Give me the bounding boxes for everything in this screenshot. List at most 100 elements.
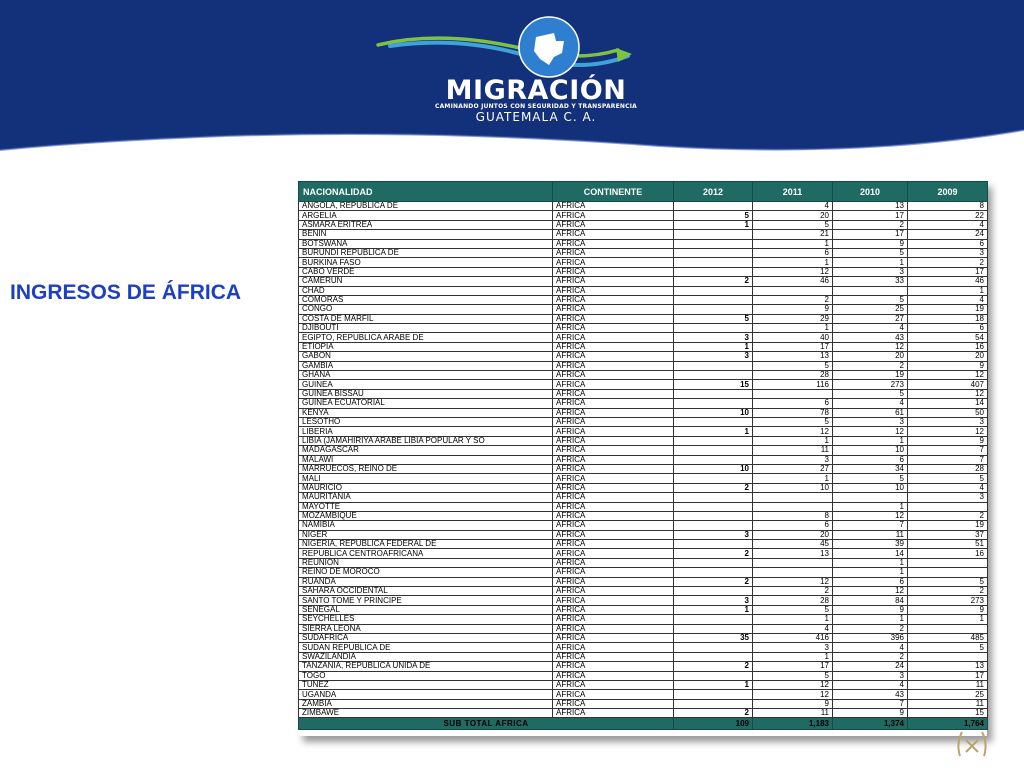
value-2010-cell: 19: [832, 370, 908, 381]
column-header-2011: 2011: [752, 181, 833, 202]
value-2010-cell: 25: [832, 304, 908, 315]
continent-cell: AFRICA: [552, 632, 674, 644]
continent-cell: AFRICA: [552, 492, 674, 503]
nationality-cell: ETIOPIA: [298, 341, 553, 353]
value-2011-cell: 9: [752, 304, 833, 315]
value-2012-cell: [673, 651, 753, 663]
value-2011-cell: 27: [752, 463, 833, 475]
value-2012-cell: 10: [673, 407, 753, 419]
value-2012-cell: [673, 642, 753, 653]
value-2012-cell: 2: [673, 276, 753, 287]
nationality-cell: SENEGAL: [298, 604, 553, 616]
nationality-cell: TUNEZ: [298, 679, 553, 691]
value-2011-cell: 17: [752, 341, 833, 353]
continent-cell: AFRICA: [552, 210, 674, 221]
value-2012-cell: [673, 360, 753, 372]
value-2009-cell: [907, 501, 988, 512]
value-2009-cell: 7: [907, 454, 988, 465]
table-row: GABON AFRICA 3 13 20 20: [298, 351, 988, 362]
value-2010-cell: 12: [832, 585, 908, 597]
value-2009-cell: 50: [907, 407, 988, 419]
value-2010-cell: 5: [832, 473, 908, 484]
nationality-cell: REPUBLICA CENTROAFRICANA: [298, 548, 553, 559]
value-2012-cell: 1: [673, 604, 753, 616]
nationality-cell: MOZAMBIQUE: [298, 510, 553, 522]
nationality-cell: SIERRA LEONA: [298, 623, 553, 634]
continent-cell: AFRICA: [552, 585, 674, 597]
table-row: GUINEA ECUATORIAL AFRICA 6 4 14: [298, 398, 988, 409]
table-row: MALI AFRICA 1 5 5: [298, 473, 988, 484]
nationality-cell: MARRUECOS, REINO DE: [298, 463, 553, 475]
table-row: CONGO AFRICA 9 25 19: [298, 304, 988, 315]
table-row: BURKINA FASO AFRICA 1 1 2: [298, 257, 988, 268]
subtotal-2010: 1,374: [832, 717, 908, 731]
table-row: UGANDA AFRICA 12 43 25: [298, 689, 988, 700]
nationality-cell: CONGO: [298, 304, 553, 315]
value-2011-cell: [752, 492, 833, 503]
value-2009-cell: 17: [907, 670, 988, 681]
value-2010-cell: 396: [832, 632, 908, 644]
value-2011-cell: 29: [752, 313, 833, 325]
value-2011-cell: 1: [752, 257, 833, 268]
subtotal-2011: 1,183: [752, 717, 833, 731]
continent-cell: AFRICA: [552, 670, 674, 681]
value-2011-cell: 2: [752, 585, 833, 597]
value-2009-cell: 11: [907, 679, 988, 691]
value-2012-cell: 1: [673, 219, 753, 231]
value-2012-cell: [673, 445, 753, 456]
value-2012-cell: [673, 285, 753, 296]
value-2009-cell: 9: [907, 360, 988, 372]
value-2011-cell: 40: [752, 332, 833, 343]
continent-cell: AFRICA: [552, 548, 674, 559]
value-2011-cell: 20: [752, 529, 833, 541]
value-2010-cell: 6: [832, 454, 908, 465]
value-2010-cell: 4: [832, 323, 908, 334]
value-2010-cell: 2: [832, 219, 908, 231]
nationality-cell: BENIN: [298, 229, 553, 240]
value-2011-cell: 4: [752, 623, 833, 634]
value-2012-cell: [673, 238, 753, 249]
value-2012-cell: 10: [673, 463, 753, 475]
nationality-cell: MADAGASCAR: [298, 445, 553, 456]
value-2011-cell: 416: [752, 632, 833, 644]
value-2010-cell: 12: [832, 426, 908, 437]
value-2010-cell: 5: [832, 388, 908, 400]
value-2011-cell: 6: [752, 520, 833, 531]
nationality-cell: ASMARA ERITREA: [298, 219, 553, 231]
table-row: EGIPTO, REPUBLICA ARABE DE AFRICA 3 40 43 54: [298, 332, 988, 343]
value-2009-cell: 3: [907, 247, 988, 259]
value-2011-cell: 1: [752, 435, 833, 447]
value-2010-cell: 7: [832, 698, 908, 710]
value-2010-cell: 2: [832, 623, 908, 634]
nationality-cell: BURKINA FASO: [298, 257, 553, 268]
continent-cell: AFRICA: [552, 539, 674, 550]
nationality-cell: SUDAFRICA: [298, 632, 553, 644]
value-2012-cell: 5: [673, 313, 753, 325]
nationality-cell: BURUNDI REPUBLICA DE: [298, 247, 553, 259]
continent-cell: AFRICA: [552, 304, 674, 315]
table-row: LIBIA (JAMAHIRIYA ARABE LIBIA POPULAR Y …: [298, 435, 988, 447]
nationality-cell: CABO VERDE: [298, 266, 553, 278]
value-2009-cell: 407: [907, 379, 988, 390]
value-2009-cell: 14: [907, 398, 988, 409]
nationality-cell: SWAZILANDIA: [298, 651, 553, 663]
value-2011-cell: 1: [752, 323, 833, 334]
nationality-cell: MAURICIO: [298, 482, 553, 494]
value-2011-cell: 11: [752, 445, 833, 456]
value-2009-cell: [907, 567, 988, 578]
value-2011-cell: 3: [752, 642, 833, 653]
value-2011-cell: 21: [752, 229, 833, 240]
table-row: CABO VERDE AFRICA 12 3 17: [298, 266, 988, 278]
value-2012-cell: 3: [673, 595, 753, 606]
table-row: NIGER AFRICA 3 20 11 37: [298, 529, 988, 541]
value-2011-cell: 28: [752, 595, 833, 606]
continent-cell: AFRICA: [552, 698, 674, 710]
logo-title: MIGRACIÓN: [445, 75, 627, 106]
value-2009-cell: 6: [907, 238, 988, 249]
table-row: LIBERIA AFRICA 1 12 12 12: [298, 426, 988, 437]
value-2009-cell: 9: [907, 604, 988, 616]
nationality-cell: NIGERIA, REPUBLICA FEDERAL DE: [298, 539, 553, 550]
value-2010-cell: 4: [832, 679, 908, 691]
value-2012-cell: 3: [673, 332, 753, 343]
continent-cell: AFRICA: [552, 595, 674, 606]
